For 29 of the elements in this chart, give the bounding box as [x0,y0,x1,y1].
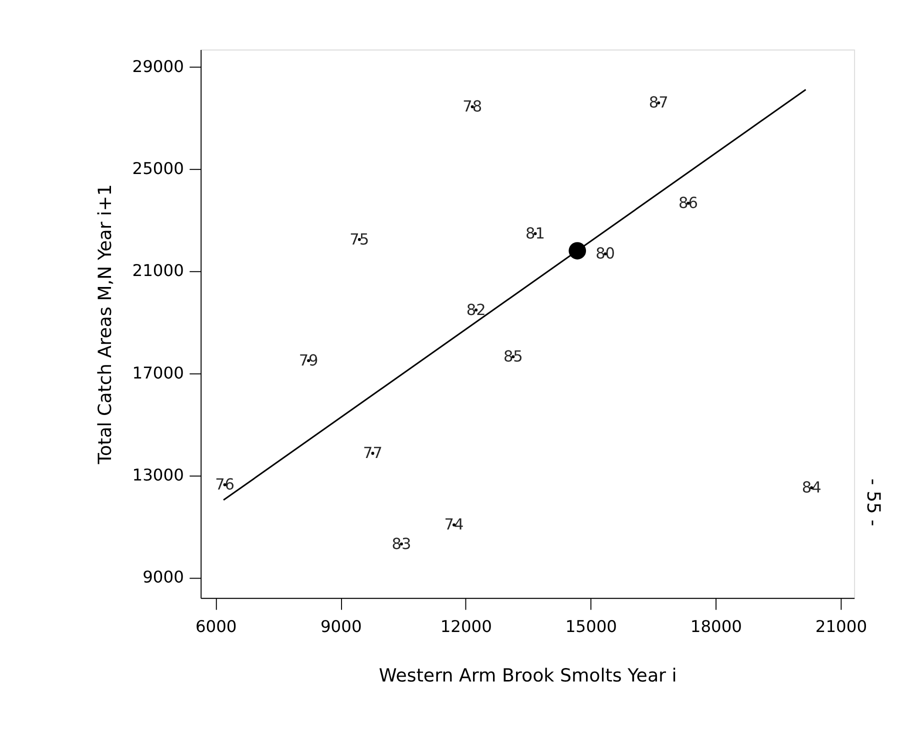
y-tick-label: 25000 [132,159,184,178]
x-tick-label: 6000 [195,616,237,636]
series-label: 84 [802,478,822,497]
x-tick-label: 21000 [815,616,868,636]
series-label: 87 [648,94,668,112]
series-label: 86 [678,194,698,212]
series-label: 82 [466,300,486,319]
series-label: 78 [462,98,482,116]
series-label: 85 [503,348,523,366]
text: - 55 - [862,478,884,526]
x-tick-label: 18000 [690,616,742,636]
series-label: 77 [363,444,382,462]
series-label: 76 [215,476,235,494]
x-tick-label: 9000 [320,616,362,636]
y-axis-title: Total Catch Areas M,N Year i+1 [95,184,116,466]
x-tick-label: 15000 [565,616,618,636]
y-tick-label: 13000 [132,466,184,485]
y-tick-label: 29000 [132,56,184,76]
y-tick-label: 21000 [132,261,184,280]
series-label: 75 [350,230,370,248]
series-label: 79 [298,351,318,370]
series-label: 80 [596,244,615,263]
series-label: 83 [392,534,412,553]
y-tick-label: 17000 [132,363,184,382]
x-tick-label: 12000 [440,616,492,636]
series-label: 74 [444,516,464,534]
series-label: 81 [526,224,545,242]
y-tick-label: 9000 [142,568,184,587]
x-axis-title: Western Arm Brook Smolts Year i [378,665,677,686]
